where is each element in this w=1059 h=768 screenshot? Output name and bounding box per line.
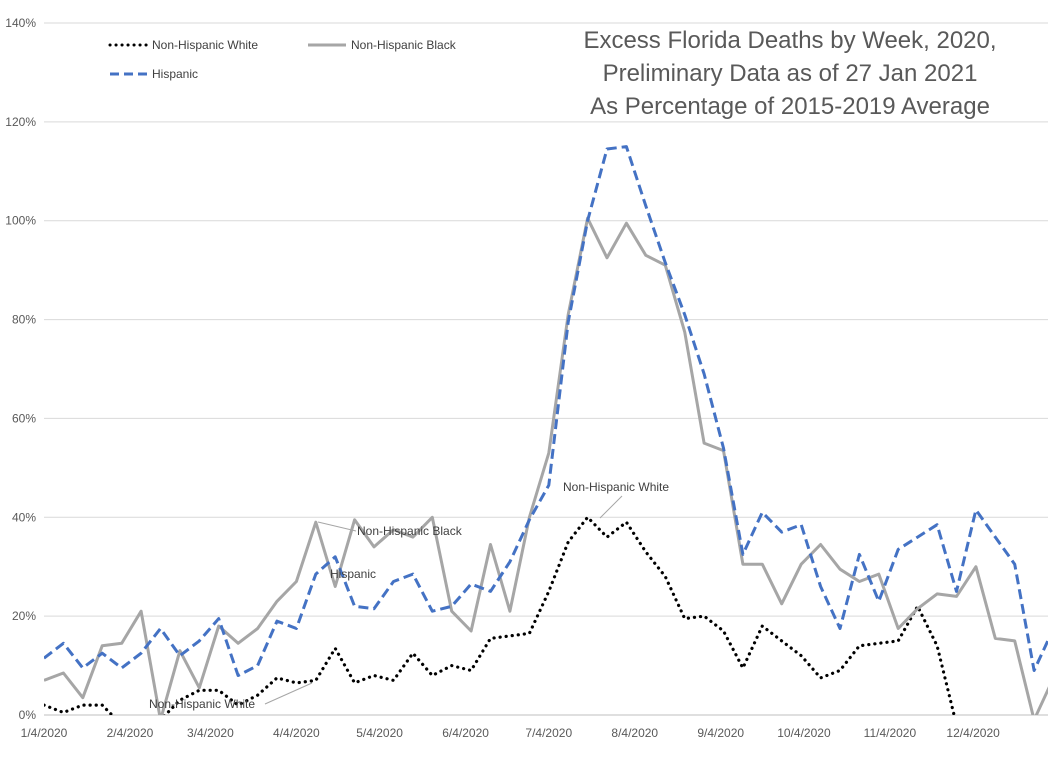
series-line-hispanic — [44, 145, 1048, 677]
title-line-2: Preliminary Data as of 27 Jan 2021 — [603, 60, 978, 87]
chart-title: Excess Florida Deaths by Week, 2020, Pre… — [583, 27, 996, 120]
x-tick-label: 4/4/2020 — [273, 726, 320, 740]
title-line-3: As Percentage of 2015-2019 Average — [590, 93, 990, 120]
x-tick-label: 5/4/2020 — [356, 726, 403, 740]
x-tick-label: 12/4/2020 — [946, 726, 1000, 740]
legend-label-hispanic: Hispanic — [152, 67, 198, 81]
x-tick-label: 11/4/2020 — [864, 726, 917, 740]
annotation-black: Non-Hispanic Black — [357, 524, 463, 538]
x-tick-label: 9/4/2020 — [697, 726, 744, 740]
series-line-non-hispanic-black — [44, 216, 1048, 715]
gridlines — [44, 22, 1048, 716]
annotation-leader-white-1 — [599, 495, 623, 519]
y-tick-label: 40% — [12, 510, 36, 524]
x-tick-label: 7/4/2020 — [525, 726, 572, 740]
series-lines — [44, 145, 1048, 715]
y-tick-label: 0% — [19, 708, 37, 722]
y-tick-label: 140% — [5, 16, 36, 30]
annotation-white-2: Non-Hispanic White — [149, 697, 255, 711]
y-tick-label: 60% — [12, 411, 36, 425]
x-tick-label: 2/4/2020 — [107, 726, 154, 740]
x-tick-label: 3/4/2020 — [187, 726, 234, 740]
annotation-hispanic: Hispanic — [330, 567, 376, 581]
y-tick-label: 80% — [12, 313, 36, 327]
annotation-leader-black — [317, 521, 357, 532]
x-axis-ticks: 1/4/2020 2/4/2020 3/4/2020 4/4/2020 5/4/2020… — [21, 726, 1000, 740]
title-line-1: Excess Florida Deaths by Week, 2020, — [583, 27, 996, 54]
x-tick-label: 1/4/2020 — [21, 726, 68, 740]
y-tick-label: 100% — [5, 214, 36, 228]
x-tick-label: 6/4/2020 — [442, 726, 489, 740]
legend-label-black: Non-Hispanic Black — [351, 38, 457, 52]
x-tick-label: 10/4/2020 — [777, 726, 831, 740]
legend: Non-Hispanic White Non-Hispanic Black Hi… — [108, 38, 457, 81]
annotation-leader-white-2 — [264, 682, 313, 705]
annotation-white-1: Non-Hispanic White — [563, 480, 669, 494]
annotations: Non-Hispanic Black Hispanic Non-Hispanic… — [149, 480, 669, 711]
legend-label-white: Non-Hispanic White — [152, 38, 258, 52]
y-tick-label: 120% — [5, 115, 36, 129]
x-tick-label: 8/4/2020 — [611, 726, 658, 740]
series-line-non-hispanic-white — [44, 515, 956, 715]
y-axis-ticks: 0% 20% 40% 60% 80% 100% 120% 140% — [5, 16, 36, 722]
y-tick-label: 20% — [12, 609, 36, 623]
